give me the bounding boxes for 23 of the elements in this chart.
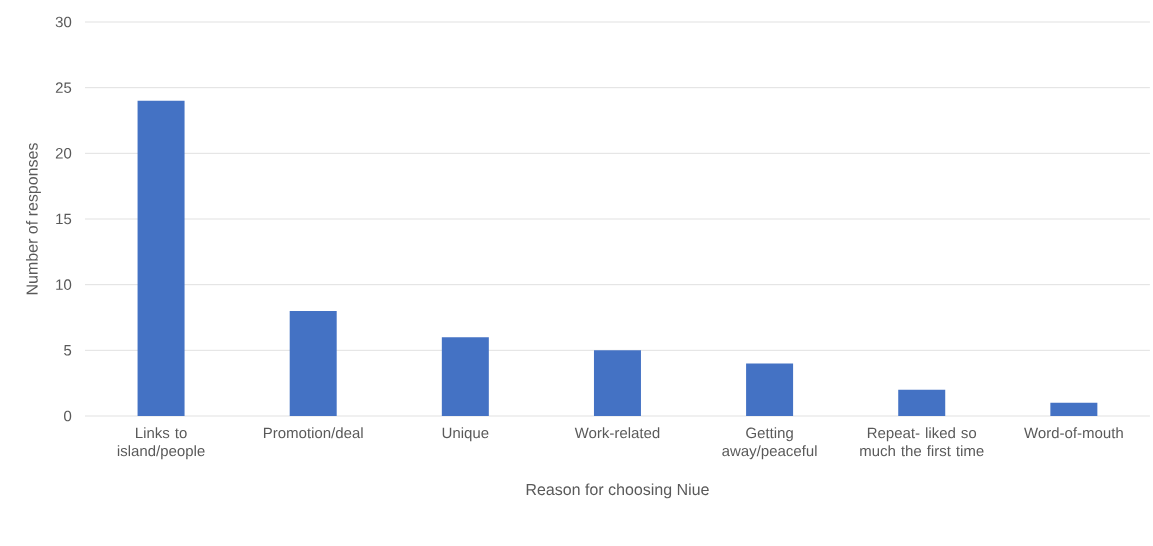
y-tick-label: 0: [64, 410, 72, 422]
bar: [441, 337, 489, 416]
x-axis-title: Reason for choosing Niue: [526, 483, 709, 499]
y-tick-label: 5: [64, 345, 72, 356]
bar: [1050, 402, 1098, 416]
bar: [746, 363, 794, 416]
x-tick-label: Links to island/people: [117, 427, 205, 460]
y-tick-label: 20: [55, 148, 72, 159]
y-tick-label: 30: [55, 16, 72, 28]
x-tick-label: Getting away/peaceful: [722, 427, 817, 460]
bar: [137, 100, 185, 416]
x-tick-label: Work-related: [574, 427, 660, 439]
bar: [289, 310, 337, 416]
x-tick-label: Unique: [442, 427, 489, 442]
y-axis-title: Number of responses: [26, 143, 41, 295]
bar: [898, 389, 946, 416]
x-tick-label: Word-of-mouth: [1024, 427, 1123, 439]
y-tick-label: 25: [55, 82, 72, 93]
x-tick-label: Promotion/deal: [263, 427, 363, 439]
y-tick-label: 10: [56, 279, 72, 290]
x-tick-label: Repeat- liked so much the first time: [860, 427, 984, 457]
y-tick-label: 15: [56, 213, 72, 225]
bar: [593, 350, 641, 416]
